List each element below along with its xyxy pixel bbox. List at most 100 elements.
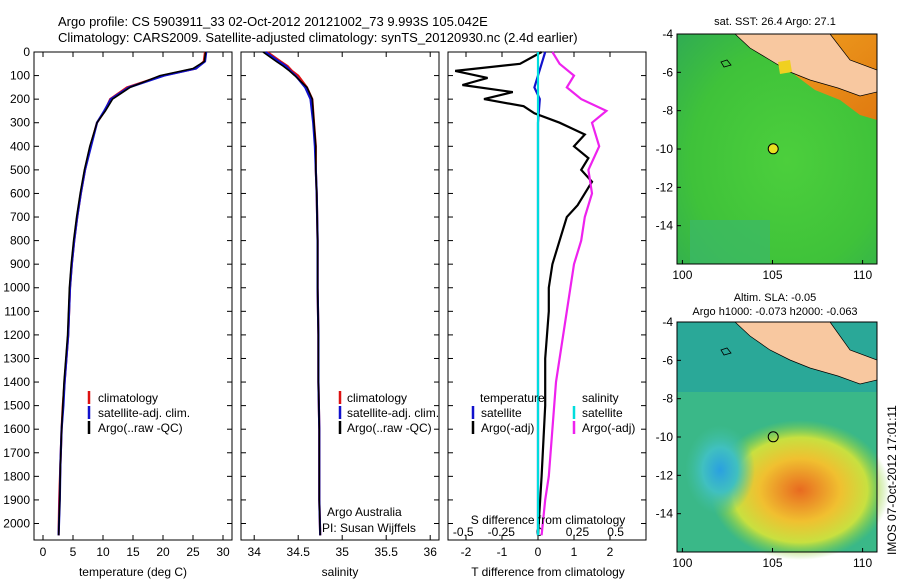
sst-map-title: sat. SST: 26.4 Argo: 27.1 <box>714 16 836 28</box>
x-tick-label: 15 <box>126 545 140 559</box>
x-tick-label: 36 <box>424 545 438 559</box>
map-lon-label: 100 <box>672 268 692 282</box>
difference-axes <box>447 51 647 541</box>
series-temperature-argo-adj <box>454 51 594 536</box>
sst-land-sumatra-java <box>734 33 878 97</box>
s-tick-label: -0.5 <box>453 525 474 539</box>
s-tick-label: 0.25 <box>566 525 590 539</box>
map-lon-label: 110 <box>853 268 872 282</box>
depth-tick-label: 1000 <box>3 281 30 295</box>
x-tick-label: 35.5 <box>375 545 399 559</box>
depth-tick-label: 1800 <box>3 469 30 483</box>
series-argo-raw-qc <box>57 51 207 536</box>
depth-tick-label: 2000 <box>3 516 30 530</box>
depth-tick-label: 900 <box>10 257 30 271</box>
x-tick-label: 0 <box>535 545 542 559</box>
map-lat-label: -14 <box>656 219 674 233</box>
difference-profiles <box>454 51 609 536</box>
map-lat-label: -12 <box>656 468 674 482</box>
depth-tick-label: 1900 <box>3 493 30 507</box>
legend-sal-argo: Argo(-adj) <box>582 421 635 435</box>
temperature-panel: 0100200300400500600700800900100011001200… <box>3 45 233 579</box>
map-lat-label: -10 <box>656 142 674 156</box>
map-lon-label: 100 <box>672 556 692 570</box>
depth-tick-label: 1100 <box>4 304 30 318</box>
sst-float-marker <box>767 143 779 155</box>
difference-x-ticks: -2 -1 0 1 2 <box>448 51 646 559</box>
difference-secondary-xlabel: S difference from climatology <box>471 513 626 527</box>
depth-tick-label: 700 <box>10 210 30 224</box>
salinity-legend: climatology satellite-adj. clim. Argo(..… <box>338 391 439 435</box>
figure-title-line1: Argo profile: CS 5903911_33 02-Oct-2012 … <box>58 14 488 29</box>
sst-map-panel: sat. SST: 26.4 Argo: 27.1 100 105 110 -4 -6 -… <box>656 16 878 282</box>
series-salinity-argo-adj <box>540 51 609 536</box>
depth-tick-label: 800 <box>10 234 30 248</box>
legend-temp-satellite: satellite <box>481 406 522 420</box>
salinity-xlabel: salinity <box>322 565 359 579</box>
x-tick-label: 34.5 <box>287 545 311 559</box>
salinity-profiles <box>262 51 322 536</box>
depth-tick-label: 500 <box>10 163 30 177</box>
salinity-x-ticks: 34 34.5 35 35.5 36 <box>241 51 439 559</box>
x-tick-label: 5 <box>70 545 77 559</box>
temperature-axes <box>33 51 233 541</box>
depth-tick-label: 0 <box>23 45 30 59</box>
depth-tick-label: 1700 <box>3 446 30 460</box>
legend-sal-satellite: satellite <box>582 406 623 420</box>
difference-legend: temperature salinity satellite satellite… <box>471 391 635 435</box>
difference-xlabel: T difference from climatology <box>471 565 625 579</box>
temperature-x-ticks: 0 5 10 15 20 25 30 <box>40 52 230 559</box>
timestamp-watermark: IMOS 07-Oct-2012 17:01:11 <box>885 405 899 555</box>
sla-map-ticks: 100 105 110 -4 -6 -8 -10 -12 -14 <box>656 315 873 570</box>
sla-low-anomaly <box>685 425 755 515</box>
legend-temp-argo: Argo(-adj) <box>481 421 534 435</box>
x-tick-label: 10 <box>96 545 110 559</box>
sla-map-panel: Altim. SLA: -0.05 Argo h1000: -0.073 h20… <box>656 292 890 570</box>
depth-tick-label: 200 <box>10 92 30 106</box>
x-tick-label: -2 <box>461 545 472 559</box>
legend-satellite-adj: satellite-adj. clim. <box>98 406 190 420</box>
legend-climatology: climatology <box>98 391 158 405</box>
temperature-depth-ticks: 0 100 200 300 400 500 600 700 800 900 1000 1100 1200… <box>3 45 232 530</box>
map-lat-label: -6 <box>662 65 673 79</box>
map-lat-label: -10 <box>656 430 674 444</box>
depth-tick-label: 100 <box>10 69 30 83</box>
map-lat-label: -4 <box>662 27 673 41</box>
series-argo-raw-qc <box>262 51 321 536</box>
sst-map-ticks: 100 105 110 -4 -6 -8 -10 -12 -14 <box>656 27 873 282</box>
map-lat-label: -4 <box>662 315 673 329</box>
legend-climatology: climatology <box>347 391 407 405</box>
credit-line2: PI: Susan Wijffels <box>322 521 416 535</box>
sla-high-anomaly <box>710 420 890 560</box>
legend-temperature-header: temperature <box>480 391 545 405</box>
map-lon-label: 105 <box>762 268 782 282</box>
legend-satellite-adj: satellite-adj. clim. <box>347 406 439 420</box>
temperature-profiles <box>57 51 208 536</box>
x-tick-label: -1 <box>497 545 508 559</box>
map-lon-label: 105 <box>762 556 782 570</box>
salinity-axes <box>240 51 440 541</box>
temperature-xlabel: temperature (deg C) <box>79 565 187 579</box>
x-tick-label: 2 <box>607 545 614 559</box>
map-lat-label: -8 <box>662 104 673 118</box>
depth-tick-label: 600 <box>10 186 30 200</box>
depth-tick-label: 300 <box>10 116 30 130</box>
x-tick-label: 1 <box>571 545 578 559</box>
depth-tick-label: 1600 <box>3 422 30 436</box>
legend-argo-raw: Argo(..raw -QC) <box>347 421 432 435</box>
map-lat-label: -12 <box>656 180 674 194</box>
x-tick-label: 30 <box>216 545 230 559</box>
depth-tick-label: 1500 <box>3 399 30 413</box>
x-tick-label: 34 <box>248 545 262 559</box>
difference-s-ticks: -0.5 -0.25 0 0.25 0.5 <box>453 525 624 539</box>
map-lat-label: -6 <box>662 353 673 367</box>
sla-float-marker <box>767 431 779 443</box>
salinity-panel: 34 34.5 35 35.5 36 salinity climatology sate… <box>240 51 440 579</box>
depth-tick-label: 1300 <box>3 351 30 365</box>
map-lon-label: 110 <box>853 556 872 570</box>
temperature-legend: climatology satellite-adj. clim. Argo(..… <box>87 391 190 435</box>
s-tick-label: 0.5 <box>607 525 624 539</box>
sla-island <box>720 347 732 356</box>
sst-cool-patch <box>690 220 770 264</box>
